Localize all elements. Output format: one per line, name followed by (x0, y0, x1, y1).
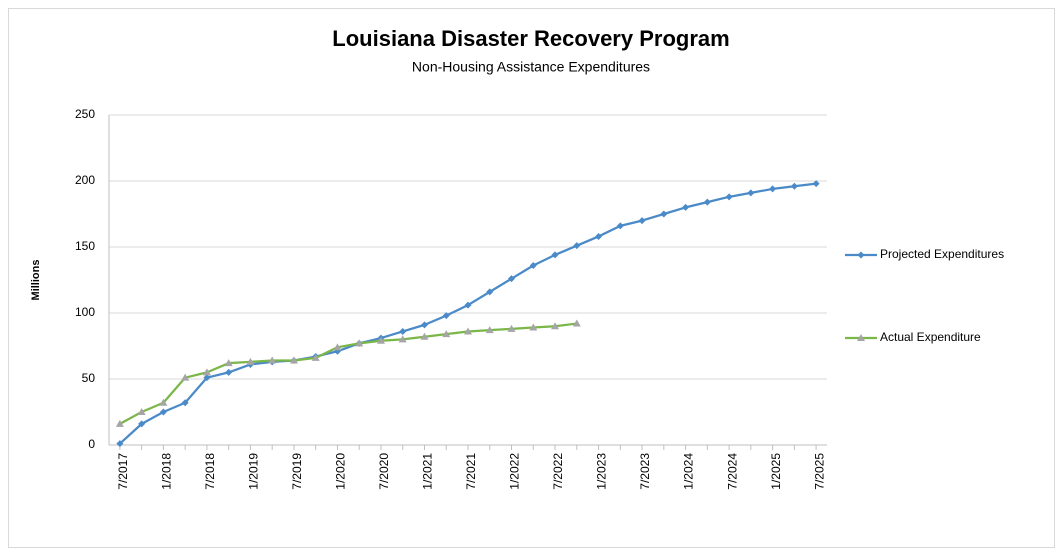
y-tick-label: 0 (88, 437, 95, 451)
data-point (355, 339, 364, 347)
x-tick-label: 1/2020 (334, 453, 348, 490)
data-point (333, 343, 342, 351)
legend-marker (857, 251, 865, 259)
data-point (442, 330, 451, 338)
data-point (376, 336, 385, 344)
data-point (137, 408, 146, 415)
data-point (181, 373, 190, 381)
data-point (572, 319, 581, 327)
data-point (573, 242, 581, 250)
x-tick-label: 1/2018 (160, 453, 174, 490)
data-point (507, 324, 516, 332)
data-point (769, 185, 777, 193)
data-point (638, 217, 646, 225)
data-point (790, 182, 798, 190)
x-tick-label: 1/2021 (421, 453, 435, 490)
series-line (119, 322, 577, 425)
data-point (682, 203, 690, 211)
x-tick-label: 1/2024 (682, 453, 696, 490)
data-point (464, 327, 472, 335)
data-point (116, 440, 124, 448)
x-tick-label: 1/2023 (595, 453, 609, 490)
data-point (660, 210, 668, 218)
data-point (420, 332, 429, 340)
chart-frame (8, 8, 1055, 548)
legend-label: Actual Expenditure (880, 330, 981, 344)
x-tick-label: 7/2023 (638, 453, 652, 490)
data-point (442, 312, 450, 320)
data-point (203, 374, 211, 382)
data-point (138, 420, 146, 428)
data-point (508, 275, 516, 283)
data-point (289, 356, 298, 364)
x-tick-label: 7/2022 (551, 453, 565, 490)
data-point (485, 326, 494, 334)
data-point (486, 288, 494, 296)
data-point (464, 301, 472, 309)
data-point (812, 180, 820, 188)
x-tick-label: 1/2022 (508, 453, 522, 490)
x-tick-label: 7/2025 (812, 453, 826, 490)
y-tick-label: 250 (75, 107, 95, 121)
data-point (529, 261, 537, 269)
legend-marker (857, 334, 865, 341)
data-point (399, 327, 407, 335)
x-tick-label: 7/2021 (464, 453, 478, 490)
data-point (225, 368, 233, 376)
x-tick-label: 1/2019 (247, 453, 261, 490)
data-point (398, 335, 407, 343)
y-tick-label: 150 (75, 239, 95, 253)
data-point (159, 408, 167, 416)
data-point (616, 222, 624, 230)
x-tick-label: 7/2024 (725, 453, 739, 490)
data-point (703, 198, 711, 206)
x-tick-label: 1/2025 (769, 453, 783, 490)
data-point (747, 189, 755, 197)
data-point (725, 193, 733, 201)
data-point (311, 353, 320, 361)
x-tick-label: 7/2019 (290, 453, 304, 490)
data-point (159, 398, 168, 406)
data-point (529, 323, 538, 331)
data-point (181, 399, 189, 407)
data-point (595, 232, 603, 240)
data-point (551, 251, 559, 259)
y-tick-label: 50 (82, 371, 96, 385)
data-point (115, 419, 124, 427)
x-tick-label: 7/2018 (203, 453, 217, 490)
y-tick-label: 200 (75, 173, 95, 187)
data-point (268, 356, 277, 364)
legend-label: Projected Expenditures (880, 247, 1004, 261)
data-point (224, 359, 233, 367)
data-point (420, 321, 428, 329)
data-point (551, 322, 560, 330)
data-point (202, 368, 211, 376)
chart-title: Louisiana Disaster Recovery Program (332, 26, 729, 51)
x-tick-label: 7/2020 (377, 453, 391, 490)
y-axis-label: Millions (30, 260, 42, 301)
x-tick-label: 7/2017 (116, 453, 130, 490)
data-point (246, 357, 255, 365)
chart-subtitle: Non-Housing Assistance Expenditures (412, 59, 650, 75)
y-tick-label: 100 (75, 305, 95, 319)
